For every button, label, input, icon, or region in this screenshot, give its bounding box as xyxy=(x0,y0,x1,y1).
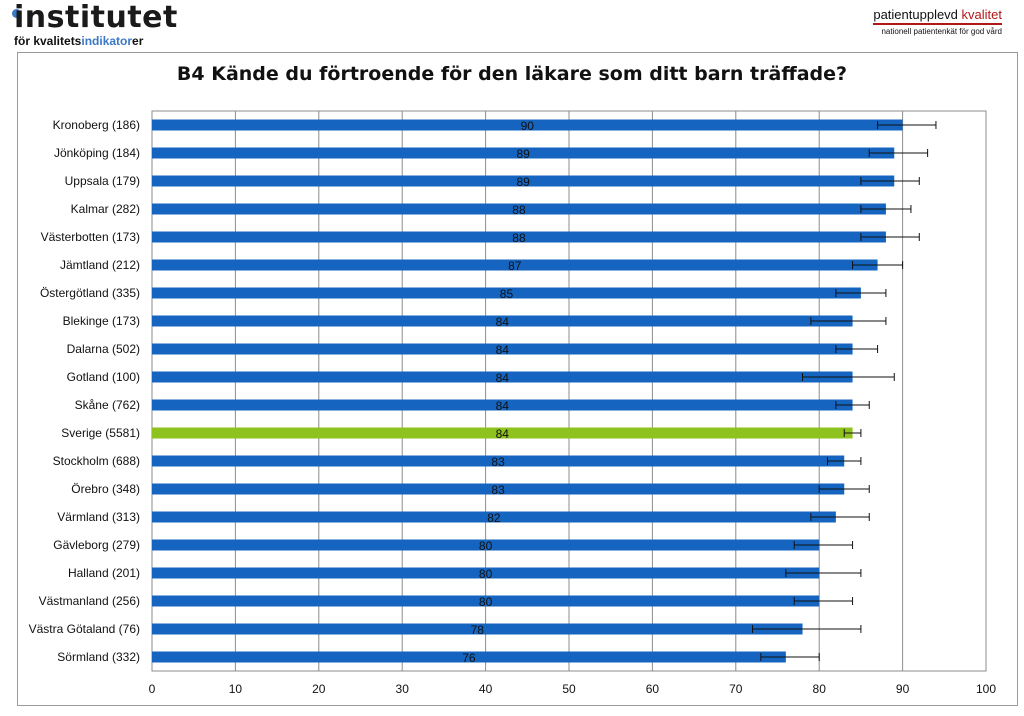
bar xyxy=(152,343,853,355)
chart-frame xyxy=(17,52,1018,706)
data-label: 84 xyxy=(496,343,510,357)
x-tick-label: 50 xyxy=(562,682,576,696)
bar xyxy=(152,595,820,607)
x-tick-label: 0 xyxy=(149,682,156,696)
x-tick-label: 10 xyxy=(229,682,243,696)
bar xyxy=(152,259,878,271)
bar xyxy=(152,511,836,523)
data-label: 88 xyxy=(512,203,526,217)
bar xyxy=(152,175,895,187)
data-label: 80 xyxy=(479,595,493,609)
data-label: 85 xyxy=(500,287,514,301)
logo-dot-icon xyxy=(12,9,21,18)
data-label: 87 xyxy=(508,259,522,273)
bar xyxy=(152,651,786,663)
y-category-label: Halland (201) xyxy=(68,566,140,580)
patientupplevd-logo: patientupplevd kvalitet nationell patien… xyxy=(852,6,1002,42)
data-label: 89 xyxy=(516,175,530,189)
y-category-label: Värmland (313) xyxy=(57,510,140,524)
data-label: 83 xyxy=(491,483,505,497)
y-category-label: Sverige (5581) xyxy=(61,426,140,440)
logo-tagline-highlight: indikator xyxy=(81,34,133,48)
logo-right-title: patientupplevd kvalitet xyxy=(873,7,1002,25)
logo-wordmark: institutet xyxy=(14,0,178,35)
logo-tagline-prefix: för kvalitets xyxy=(14,34,82,48)
x-tick-label: 40 xyxy=(479,682,493,696)
x-tick-label: 70 xyxy=(729,682,743,696)
y-category-label: Skåne (762) xyxy=(75,398,140,412)
bar xyxy=(152,539,820,551)
y-category-label: Västerbotten (173) xyxy=(41,230,140,244)
bar-highlight xyxy=(152,427,853,439)
y-category-label: Jämtland (212) xyxy=(60,258,140,272)
plot-area xyxy=(151,110,987,672)
data-label: 90 xyxy=(521,119,535,133)
logo-right-subtitle: nationell patientenkät för god vård xyxy=(881,27,1002,36)
bar xyxy=(152,287,861,299)
bar xyxy=(152,399,853,411)
x-tick-label: 80 xyxy=(813,682,827,696)
logo-right-title-prefix: patientupplevd xyxy=(873,7,962,22)
data-label: 82 xyxy=(487,511,501,525)
bar xyxy=(152,483,845,495)
y-category-label: Stockholm (688) xyxy=(53,454,140,468)
bar xyxy=(152,231,886,243)
y-category-label: Jönköping (184) xyxy=(54,146,140,160)
data-label: 76 xyxy=(462,651,476,665)
bar xyxy=(152,147,895,159)
bar xyxy=(152,203,886,215)
data-label: 80 xyxy=(479,567,493,581)
bar xyxy=(152,315,853,327)
institutet-logo: institutet för kvalitetsindikatorer xyxy=(10,0,177,48)
chart-title: B4 Kände du förtroende för den läkare so… xyxy=(176,63,848,85)
y-category-label: Dalarna (502) xyxy=(67,342,140,356)
x-tick-label: 90 xyxy=(896,682,910,696)
logo-tagline-suffix: er xyxy=(132,34,144,48)
data-label: 84 xyxy=(496,399,510,413)
data-label: 78 xyxy=(471,623,485,637)
y-category-label: Västmanland (256) xyxy=(39,594,140,608)
y-category-label: Uppsala (179) xyxy=(65,174,140,188)
x-tick-label: 100 xyxy=(976,682,996,696)
data-label: 80 xyxy=(479,539,493,553)
x-tick-label: 20 xyxy=(312,682,326,696)
y-category-label: Östergötland (335) xyxy=(40,286,140,300)
data-label: 83 xyxy=(491,455,505,469)
bar xyxy=(152,119,903,131)
y-category-label: Blekinge (173) xyxy=(63,314,140,328)
y-category-label: Gotland (100) xyxy=(67,370,140,384)
data-label: 84 xyxy=(496,315,510,329)
x-tick-label: 60 xyxy=(646,682,660,696)
y-category-label: Västra Götaland (76) xyxy=(29,622,140,636)
y-category-label: Sörmland (332) xyxy=(57,650,140,664)
y-category-label: Gävleborg (279) xyxy=(53,538,140,552)
data-label: 88 xyxy=(512,231,526,245)
logo-right-title-accent: kvalitet xyxy=(961,7,1002,22)
bar xyxy=(152,371,853,383)
x-tick-label: 30 xyxy=(396,682,410,696)
data-label: 84 xyxy=(496,427,510,441)
y-category-label: Kalmar (282) xyxy=(71,202,140,216)
bar xyxy=(152,455,845,467)
bar xyxy=(152,623,803,635)
bar xyxy=(152,567,820,579)
y-category-label: Örebro (348) xyxy=(71,482,140,496)
y-category-label: Kronoberg (186) xyxy=(53,118,140,132)
logo-tagline: för kvalitetsindikatorer xyxy=(14,34,143,48)
data-label: 84 xyxy=(496,371,510,385)
data-label: 89 xyxy=(516,147,530,161)
